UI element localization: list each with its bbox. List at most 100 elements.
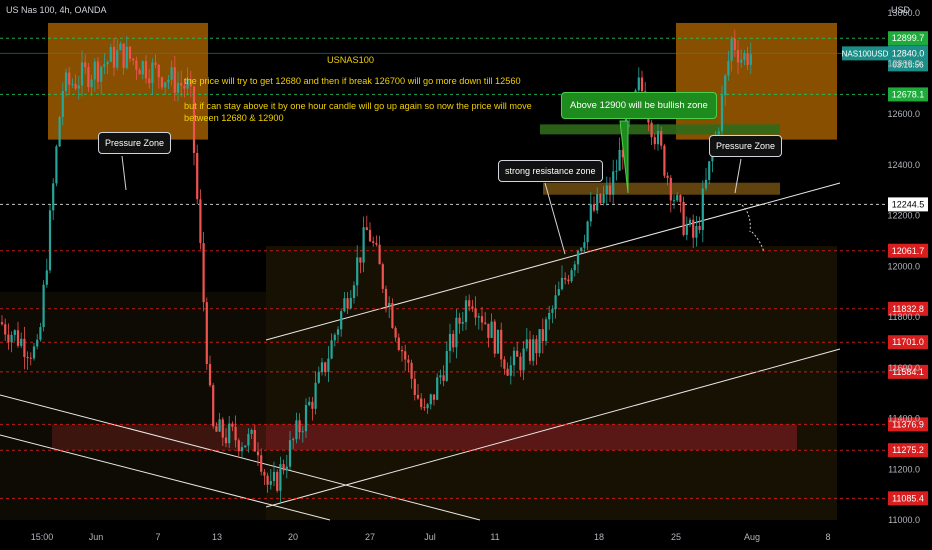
candle-body (589, 204, 592, 222)
candle-body (615, 170, 618, 172)
price-level-label: 11376.9 (892, 419, 924, 429)
pressure-right-pointer (734, 158, 742, 194)
price-level-tag (888, 443, 928, 458)
candle-body (279, 464, 282, 491)
candle-body (58, 117, 61, 147)
candle-body (516, 350, 519, 357)
upper-channel-line (265, 182, 841, 341)
candle-body (356, 257, 359, 286)
candle-body (394, 327, 397, 338)
candle-body (202, 243, 205, 303)
candle-body (10, 334, 13, 343)
candle-body (74, 84, 77, 89)
y-tick-label: 12200.0 (887, 211, 920, 221)
annotation-heading: USNAS100 (327, 55, 374, 65)
candle-body (480, 316, 484, 323)
y-tick-label: 11200.0 (888, 464, 920, 474)
countdown-label: 03:16:56 (892, 60, 924, 69)
candle-body (48, 210, 52, 271)
candle-body (410, 362, 413, 379)
candle-body (260, 455, 263, 472)
candle-body (439, 375, 442, 378)
symbol-tag (842, 46, 888, 61)
candle-body (660, 130, 663, 146)
candle-body (218, 419, 221, 432)
candle-body (244, 445, 247, 448)
candle-body (375, 242, 378, 245)
candle-body (314, 382, 317, 409)
candle-body (183, 85, 186, 89)
candle-body (349, 297, 352, 309)
candle-body (736, 50, 740, 63)
candle-body (32, 346, 36, 359)
candle-body (119, 43, 122, 51)
candle-body (64, 72, 68, 92)
pressure-left-pointer (121, 155, 127, 191)
price-level-label: 11832.8 (892, 304, 924, 314)
candle-body (295, 420, 298, 440)
candle-body (464, 300, 468, 323)
price-level-tag (888, 301, 928, 316)
candle-body (346, 298, 349, 309)
candle-body (407, 359, 410, 363)
x-tick-label: 20 (288, 532, 298, 542)
candle-body (669, 177, 672, 201)
candle-body (308, 401, 311, 406)
candle-body (368, 230, 372, 242)
candle-body (538, 329, 541, 354)
price-level-label: 11085.4 (892, 493, 924, 503)
price-level-label: 12678.1 (892, 89, 925, 99)
price-level-tag (888, 243, 928, 258)
candle-body (231, 423, 234, 427)
candle-body (7, 334, 10, 343)
candle-body (442, 375, 445, 381)
candle-body (596, 194, 599, 211)
candle-body (154, 62, 157, 65)
candle-body (173, 67, 176, 93)
candle-body (320, 362, 324, 373)
x-tick-label: 15:00 (31, 532, 54, 542)
candle-body (496, 329, 500, 354)
candle-body (16, 330, 20, 346)
candle-body (746, 53, 749, 65)
candle-body (640, 77, 644, 92)
candle-body (682, 201, 685, 235)
candle-body (599, 194, 602, 204)
y-tick-label: 11400.0 (888, 414, 920, 424)
x-tick-label: Jun (89, 532, 104, 542)
candle-body (116, 50, 119, 68)
candle-body (52, 183, 55, 211)
currency-label: USD (890, 5, 910, 15)
candle-body (391, 302, 394, 328)
x-tick-label: 27 (365, 532, 375, 542)
callout-pointers (121, 120, 765, 255)
candle-body (42, 284, 45, 328)
price-level-label: 11275.2 (892, 445, 924, 455)
candle-body (567, 279, 570, 282)
candles (0, 29, 752, 504)
candle-body (282, 464, 285, 471)
candle-body (490, 321, 493, 338)
candle-body (637, 77, 640, 91)
projection-arrow-2 (751, 231, 765, 253)
candle-body (397, 337, 400, 350)
demand-zone (52, 424, 797, 451)
candle-body (272, 471, 276, 482)
candle-body (343, 298, 346, 312)
price-axis: 11000.0 11200.0 11400.0 11600.0 11800.0 12000… (887, 8, 920, 525)
pressure-zone-right (676, 22, 837, 140)
candle-body (592, 204, 596, 211)
candle-body (317, 372, 320, 383)
candle-body (180, 82, 183, 86)
candle-body (135, 60, 138, 70)
candle-body (381, 264, 384, 289)
falling-line-upper (0, 394, 481, 521)
candle-body (698, 225, 701, 230)
time-axis: 15:00 Jun 7 13 20 27 Jul 11 18 25 Aug 8 (31, 532, 831, 542)
zones (0, 22, 837, 520)
candle-body (618, 149, 621, 171)
candle-body (266, 475, 269, 485)
candle-body (519, 356, 522, 371)
price-level-label: 11584.1 (892, 367, 924, 377)
